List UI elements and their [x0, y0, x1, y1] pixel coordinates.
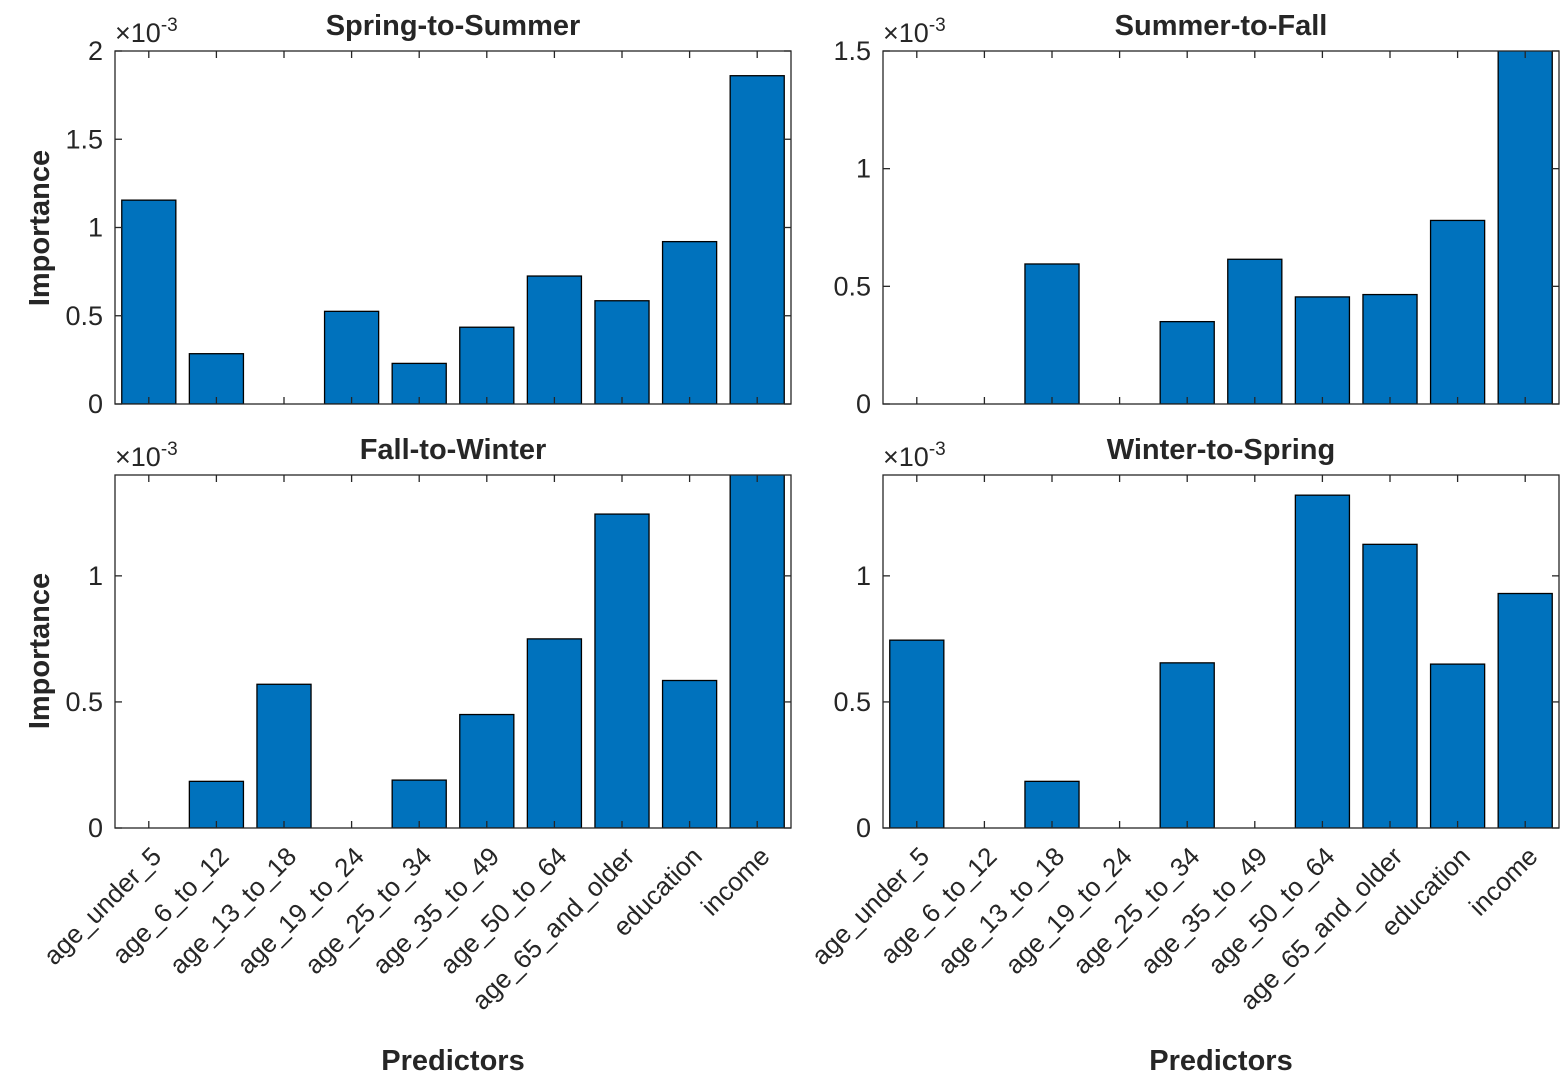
- y-axis-label: Importance: [24, 573, 56, 729]
- y-tick-label: 0: [856, 389, 871, 419]
- bar-age-13-to-18: [1024, 780, 1080, 828]
- bar-age-65-and-older: [1362, 543, 1418, 828]
- bar-age-13-to-18: [1024, 263, 1080, 404]
- subplot-title: Fall-to-Winter: [360, 434, 547, 466]
- y-tick-label: 1: [88, 213, 103, 243]
- y-tick-label: 0: [88, 389, 103, 419]
- bar-age-6-to-12: [188, 780, 245, 828]
- axes-box: [882, 474, 1560, 829]
- bar-age-19-to-24: [323, 310, 380, 404]
- y-tick-label: 1.5: [65, 124, 103, 154]
- bar-income: [729, 75, 785, 404]
- bars: [188, 475, 785, 828]
- bar-age-under-5: [889, 639, 945, 828]
- x-axis-label: Predictors: [381, 1045, 524, 1077]
- x-axis-label: Predictors: [1149, 1045, 1292, 1077]
- bar-age-25-to-34: [1159, 662, 1215, 828]
- y-tick-label: 0: [88, 813, 103, 843]
- bar-education: [1429, 663, 1486, 828]
- exponent-power: -3: [161, 15, 178, 36]
- y-tick-label: 1.5: [833, 36, 871, 66]
- bar-age-35-to-49: [459, 713, 515, 828]
- bar-age-25-to-34: [391, 779, 447, 828]
- y-tick-label: 0.5: [65, 687, 103, 717]
- ticks: 0 0.5 1 1.5: [833, 36, 1559, 419]
- exponent-base: ×10: [883, 18, 929, 48]
- y-tick-label: 0.5: [833, 271, 871, 301]
- bar-age-65-and-older: [594, 300, 650, 404]
- bar-education: [1429, 219, 1486, 404]
- bar-age-65-and-older: [1362, 293, 1418, 404]
- exponent-power: -3: [161, 439, 178, 460]
- bar-income: [1497, 51, 1553, 404]
- y-tick-label: 0: [856, 813, 871, 843]
- bar-age-35-to-49: [459, 326, 515, 404]
- exponent-base: ×10: [115, 442, 161, 472]
- y-axis-label: Importance: [24, 150, 56, 306]
- y-tick-label: 2: [88, 36, 103, 66]
- ticks: 00.51: [65, 475, 791, 843]
- exponent-label: ×10-3: [883, 439, 946, 472]
- exponent-label: ×10-3: [883, 15, 946, 48]
- exponent-base: ×10: [883, 442, 929, 472]
- subplot-title: Winter-to-Spring: [1107, 434, 1335, 466]
- ticks: 0 0.5 1 1.5 2: [65, 36, 791, 419]
- bar-age-under-5: [121, 199, 177, 404]
- bar-income: [1497, 592, 1553, 828]
- bar-age-50-to-64: [1294, 494, 1351, 828]
- y-tick-label: 1: [856, 154, 871, 184]
- exponent-base: ×10: [115, 18, 161, 48]
- bar-education: [661, 240, 718, 404]
- bar-age-13-to-18: [256, 683, 312, 828]
- subplot-title: Summer-to-Fall: [1115, 10, 1328, 42]
- exponent-power: -3: [929, 15, 946, 36]
- bar-age-6-to-12: [188, 353, 245, 404]
- bar-age-25-to-34: [1159, 320, 1215, 404]
- y-tick-label: 1: [856, 561, 871, 591]
- ticks: 00.51: [833, 475, 1559, 843]
- subplot-spring-to-summer: Spring-to-Summer ×10-3 Importance 0 0.5 1 1…: [24, 10, 792, 419]
- bar-age-50-to-64: [1294, 296, 1351, 404]
- y-tick-label: 0.5: [65, 301, 103, 331]
- bar-age-50-to-64: [526, 275, 583, 404]
- subplot-title: Spring-to-Summer: [326, 10, 581, 42]
- bars: [1024, 51, 1553, 404]
- axes-box: [114, 474, 792, 829]
- axes-box: [882, 50, 1560, 405]
- subplot-summer-to-fall: Summer-to-Fall ×10-3 0 0.5 1 1.5: [833, 10, 1560, 419]
- bar-age-35-to-49: [1227, 258, 1283, 404]
- exponent-label: ×10-3: [115, 15, 178, 48]
- exponent-label: ×10-3: [115, 439, 178, 472]
- bar-education: [661, 679, 718, 828]
- exponent-power: -3: [929, 439, 946, 460]
- bar-age-50-to-64: [526, 638, 583, 828]
- bar-income: [729, 475, 785, 828]
- bars: [121, 75, 785, 404]
- y-tick-label: 0.5: [833, 687, 871, 717]
- y-tick-label: 1: [88, 561, 103, 591]
- bar-age-65-and-older: [594, 513, 650, 828]
- bars: [889, 494, 1553, 828]
